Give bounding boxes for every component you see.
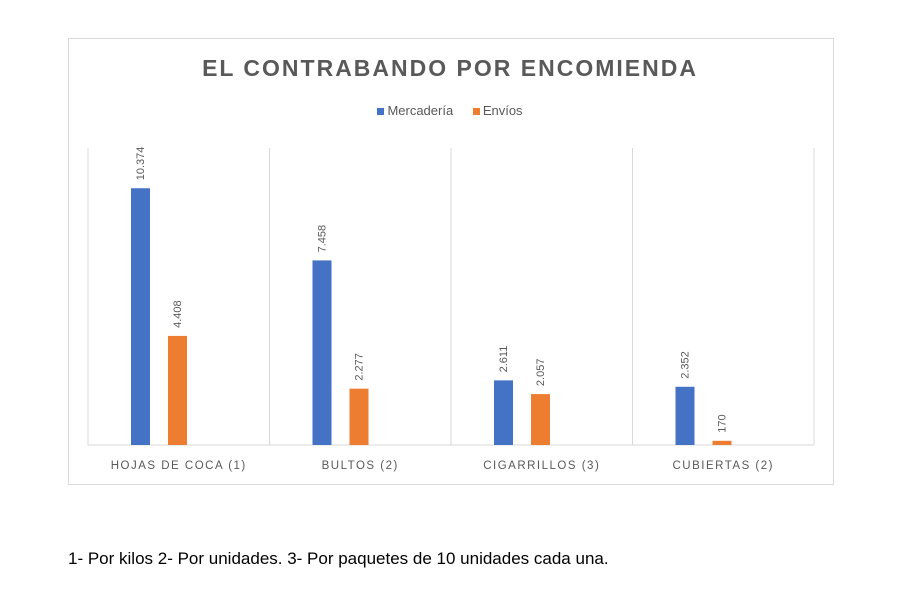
- category-label: BULTOS (2): [322, 460, 399, 472]
- bar: [131, 188, 150, 445]
- bar: [349, 388, 369, 445]
- data-label: 2.352: [680, 351, 692, 379]
- legend-item-envios: Envíos: [472, 103, 523, 118]
- legend-swatch: [472, 108, 480, 115]
- legend: Mercadería Envíos: [0, 103, 900, 118]
- legend-swatch: [377, 108, 385, 115]
- bar: [675, 386, 695, 445]
- bar: [531, 394, 550, 445]
- chart-title: EL CONTRABANDO POR ENCOMIENDA: [202, 55, 698, 81]
- bar: [312, 260, 332, 445]
- data-label: 2.277: [354, 353, 366, 381]
- bar: [168, 335, 187, 445]
- category-label: CIGARRILLOS (3): [483, 460, 600, 472]
- legend-label: Envíos: [482, 103, 523, 118]
- data-label: 7.458: [317, 225, 329, 253]
- data-label: 4.408: [172, 300, 184, 328]
- chart-frame: [68, 38, 834, 485]
- data-label: 10.374: [135, 147, 147, 181]
- data-label: 2.611: [498, 346, 510, 373]
- category-label: HOJAS DE COCA (1): [111, 460, 247, 472]
- data-label: 2.057: [535, 359, 547, 387]
- bar: [494, 380, 513, 445]
- data-label: 170: [717, 414, 729, 432]
- bar: [712, 440, 732, 445]
- category-label: CUBIERTAS (2): [672, 460, 774, 472]
- legend-label: Mercadería: [387, 103, 454, 118]
- footnote: 1- Por kilos 2- Por unidades. 3- Por paq…: [68, 549, 609, 568]
- legend-item-mercaderia: Mercadería: [377, 103, 453, 118]
